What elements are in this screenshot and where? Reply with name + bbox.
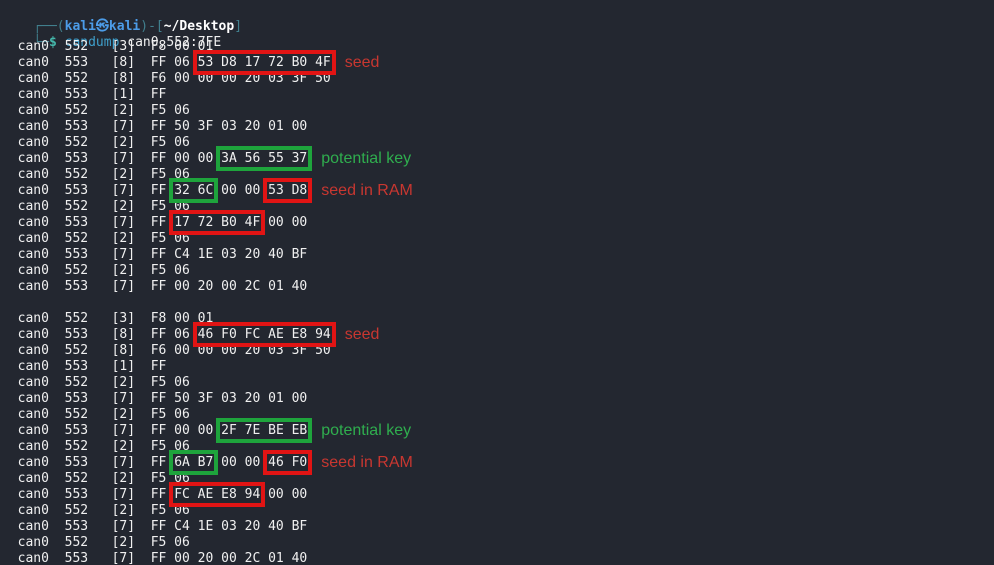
- candump-line: can0 552 [2] F5 06: [2, 135, 994, 151]
- candump-line: can0 553 [1] FF: [2, 87, 994, 103]
- annotation-label: seed in RAM: [321, 182, 413, 199]
- candump-line: can0 552 [8] F6 00 00 00 20 03 3F 50: [2, 71, 994, 87]
- line-text: can0 552 [2] F5 06: [2, 167, 190, 182]
- line-text: can0 553 [7] FF 50 3F 03 20 01 00: [2, 391, 308, 406]
- line-text: can0 552 [3] F8 00 01: [2, 39, 214, 54]
- line-text: can0 552 [8] F6 00 00 00 20 03 3F 50: [2, 71, 331, 86]
- highlighted-bytes-green: 6A B7: [169, 450, 219, 475]
- candump-line: can0 552 [2] F5 06: [2, 263, 994, 279]
- candump-line: can0 552 [2] F5 06: [2, 407, 994, 423]
- candump-line: can0 553 [7] FF C4 1E 03 20 40 BF: [2, 519, 994, 535]
- line-text: can0 552 [2] F5 06: [2, 535, 190, 550]
- line-text: can0 552 [3] F8 00 01: [2, 311, 214, 326]
- candump-line: can0 552 [8] F6 00 00 00 20 03 3F 50: [2, 343, 994, 359]
- annotation-label: seed: [344, 326, 380, 343]
- candump-line: can0 553 [7] FF 00 00 2F 7E BE EB potenti…: [2, 418, 994, 443]
- candump-line: can0 553 [7] FF FC AE E8 94 00 00: [2, 482, 994, 507]
- candump-line: can0 553 [7] FF 6A B7 00 00 46 F0 seed in…: [2, 450, 994, 475]
- highlighted-bytes-green: 32 6C: [169, 178, 219, 203]
- prompt-frame-close: ]: [234, 19, 243, 34]
- line-text: 00 00: [213, 183, 269, 198]
- annotation-label: seed in RAM: [321, 454, 413, 471]
- prompt-frame-open: ┌──(: [33, 19, 65, 34]
- candump-line: can0 552 [3] F8 00 01: [2, 311, 994, 327]
- line-text: can0 553 [7] FF: [2, 183, 175, 198]
- candump-line: can0 553 [7] FF 50 3F 03 20 01 00: [2, 391, 994, 407]
- prompt-path: ~/Desktop: [163, 19, 235, 34]
- highlighted-bytes-green: 3A 56 55 37: [216, 146, 313, 171]
- line-text: can0 553 [7] FF 00 20 00 2C 01 40: [2, 551, 308, 565]
- line-text: can0 552 [2] F5 06: [2, 199, 190, 214]
- command-text: candump: [64, 35, 120, 50]
- highlighted-bytes-red: FC AE E8 94: [169, 482, 266, 507]
- command-args: can0,552:7FE: [119, 35, 222, 50]
- line-text: can0 553 [8] FF 06: [2, 327, 198, 342]
- candump-line: can0 553 [7] FF 00 20 00 2C 01 40: [2, 279, 994, 295]
- candump-line: can0 553 [1] FF: [2, 359, 994, 375]
- line-text: 00 00: [213, 455, 269, 470]
- highlighted-bytes-red: 53 D8: [263, 178, 313, 203]
- candump-line: can0 553 [7] FF 17 72 B0 4F 00 00: [2, 210, 994, 235]
- prompt-dollar-sign: $: [48, 35, 65, 50]
- candump-line: can0 552 [2] F5 06: [2, 167, 994, 183]
- candump-line: can0 553 [7] FF 50 3F 03 20 01 00: [2, 119, 994, 135]
- line-text: 00 00: [260, 215, 308, 230]
- line-text: can0 553 [7] FF 00 00: [2, 151, 222, 166]
- line-text: can0 552 [2] F5 06: [2, 263, 190, 278]
- line-text: can0 553 [7] FF C4 1E 03 20 40 BF: [2, 519, 308, 534]
- line-text: can0 552 [2] F5 06: [2, 503, 190, 518]
- line-text: can0 553 [7] FF: [2, 215, 175, 230]
- candump-line: can0 552 [2] F5 06: [2, 199, 994, 215]
- highlighted-bytes-red: 53 D8 17 72 B0 4F: [192, 50, 336, 75]
- candump-line: can0 553 [7] FF 32 6C 00 00 53 D8 seed in…: [2, 178, 994, 203]
- line-text: can0 553 [7] FF: [2, 487, 175, 502]
- candump-line: can0 553 [7] FF 00 20 00 2C 01 40: [2, 551, 994, 565]
- highlighted-bytes-green: 2F 7E BE EB: [216, 418, 313, 443]
- line-text: can0 553 [7] FF 00 00: [2, 423, 222, 438]
- line-text: can0 552 [2] F5 06: [2, 471, 190, 486]
- prompt-line-2: └─$ candump can0,552:7FE: [2, 19, 994, 50]
- candump-line: can0 552 [2] F5 06: [2, 375, 994, 391]
- candump-line: can0 552 [2] F5 06: [2, 503, 994, 519]
- line-text: can0 553 [7] FF: [2, 455, 175, 470]
- annotation-label: seed: [344, 54, 380, 71]
- prompt-line-1: ┌──(kali㉿kali)-[~/Desktop]: [2, 3, 994, 34]
- line-text: can0 552 [2] F5 06: [2, 439, 190, 454]
- annotation-label: potential key: [321, 150, 412, 167]
- line-text: can0 552 [2] F5 06: [2, 135, 190, 150]
- highlighted-bytes-red: 46 F0 FC AE E8 94: [192, 322, 336, 347]
- line-text: can0 552 [2] F5 06: [2, 231, 190, 246]
- candump-line: can0 552 [2] F5 06: [2, 231, 994, 247]
- blank-line: [2, 295, 994, 311]
- highlighted-bytes-red: 17 72 B0 4F: [169, 210, 266, 235]
- highlighted-bytes-red: 46 F0: [263, 450, 313, 475]
- prompt-frame-mid: )-[: [140, 19, 164, 34]
- candump-line: can0 552 [2] F5 06: [2, 535, 994, 551]
- candump-line: can0 553 [7] FF C4 1E 03 20 40 BF: [2, 247, 994, 263]
- line-text: can0 553 [1] FF: [2, 359, 167, 374]
- line-text: can0 552 [8] F6 00 00 00 20 03 3F 50: [2, 343, 331, 358]
- line-text: can0 553 [1] FF: [2, 87, 167, 102]
- prompt-username: kali㉿kali: [64, 19, 141, 34]
- line-text: 00 00: [260, 487, 308, 502]
- candump-line: can0 552 [2] F5 06: [2, 439, 994, 455]
- prompt-frame-bottom: └─: [33, 35, 49, 50]
- candump-line: can0 552 [3] F8 00 01: [2, 39, 994, 55]
- line-text: can0 552 [2] F5 06: [2, 103, 190, 118]
- annotation-label: potential key: [321, 422, 412, 439]
- candump-line: can0 553 [8] FF 06 46 F0 FC AE E8 94 seed: [2, 322, 994, 347]
- line-text: can0 553 [7] FF 50 3F 03 20 01 00: [2, 119, 308, 134]
- candump-line: can0 553 [8] FF 06 53 D8 17 72 B0 4F seed: [2, 50, 994, 75]
- candump-line: can0 552 [2] F5 06: [2, 471, 994, 487]
- line-text: can0 553 [8] FF 06: [2, 55, 198, 70]
- candump-line: can0 553 [7] FF 00 00 3A 56 55 37 potenti…: [2, 146, 994, 171]
- line-text: can0 552 [2] F5 06: [2, 407, 190, 422]
- terminal-output: can0 552 [3] F8 00 01 can0 553 [8] FF 06…: [2, 39, 994, 565]
- line-text: can0 553 [7] FF C4 1E 03 20 40 BF: [2, 247, 308, 262]
- line-text: can0 553 [7] FF 00 20 00 2C 01 40: [2, 279, 308, 294]
- line-text: can0 552 [2] F5 06: [2, 375, 190, 390]
- candump-line: can0 552 [2] F5 06: [2, 103, 994, 119]
